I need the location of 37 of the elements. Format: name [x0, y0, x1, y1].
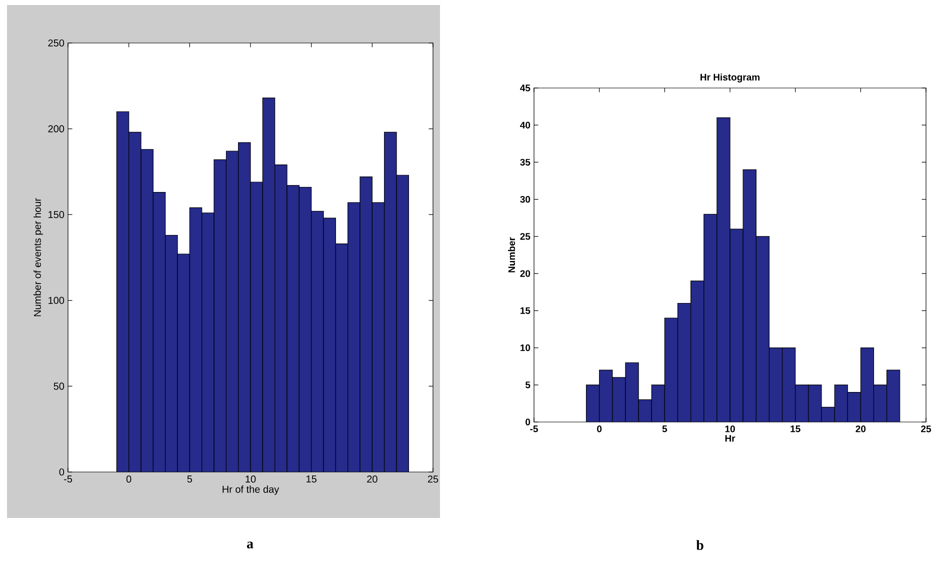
y-axis-title: Number of events per hour: [34, 198, 43, 316]
x-tick-label: 20: [856, 426, 866, 432]
x-axis-title: Hr: [725, 435, 736, 442]
y-tick-label: 0: [526, 418, 530, 426]
y-tick-label: 0: [59, 468, 64, 476]
x-tick-label: -5: [64, 476, 72, 483]
y-tick-label: 150: [48, 211, 64, 218]
y-axis-title: Number: [508, 237, 516, 272]
x-tick-label: 0: [126, 476, 132, 483]
x-tick-label: 25: [921, 426, 932, 432]
y-tick-label: 10: [520, 344, 530, 352]
y-tick-label: 40: [520, 122, 530, 128]
y-tick-label: 50: [54, 382, 64, 390]
y-tick-label: 25: [520, 233, 530, 240]
x-tick-label: 10: [246, 476, 256, 483]
y-tick-label: 100: [48, 296, 64, 304]
x-tick-label: 15: [790, 426, 800, 432]
text: b: [696, 540, 704, 550]
chart-title: Hr Histogram: [700, 74, 760, 82]
y-tick-label: 200: [48, 125, 64, 132]
y-tick-label: 250: [48, 39, 64, 47]
x-tick-label: 5: [662, 426, 668, 432]
x-tick-label: 0: [597, 426, 602, 432]
text: a: [246, 542, 254, 548]
y-tick-label: 5: [525, 382, 530, 388]
y-tick-label: 45: [520, 84, 530, 92]
x-tick-label: 25: [428, 476, 438, 483]
x-tick-label: 5: [187, 476, 192, 483]
x-tick-label: -5: [530, 426, 538, 432]
x-tick-label: 15: [306, 476, 316, 483]
x-tick-label: 10: [725, 426, 735, 432]
y-tick-label: 30: [520, 196, 530, 203]
y-tick-label: 20: [520, 270, 530, 277]
y-tick-label: 35: [520, 158, 530, 166]
x-axis-title: Hr of the day: [222, 485, 280, 495]
x-tick-label: 20: [367, 476, 378, 483]
y-tick-label: 15: [520, 307, 530, 314]
